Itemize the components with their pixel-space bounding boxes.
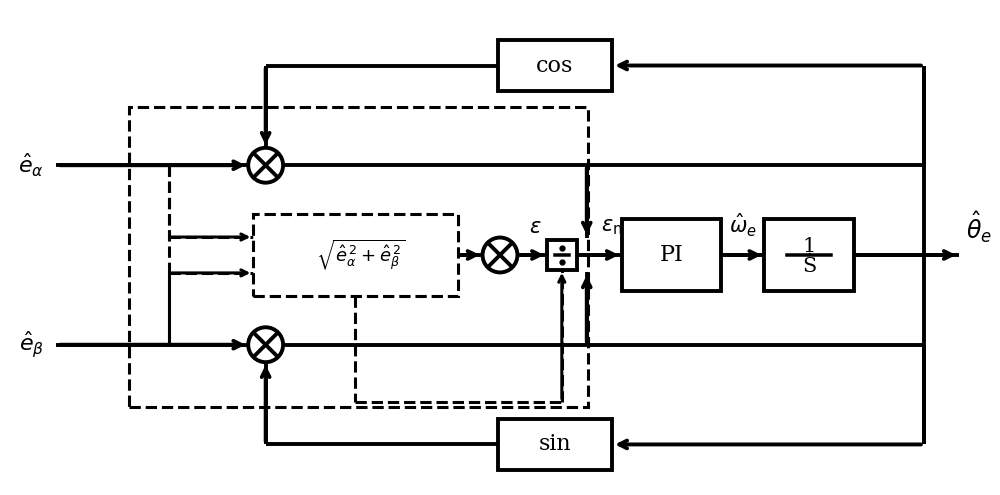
Text: 1: 1 — [802, 237, 816, 255]
Bar — [498, 418, 612, 470]
Text: S: S — [802, 257, 816, 276]
Text: $\mathdefault{\frac{1}{S}}$: $\mathdefault{\frac{1}{S}}$ — [808, 252, 811, 258]
Text: $\varepsilon_{\rm n}$: $\varepsilon_{\rm n}$ — [601, 217, 622, 237]
Text: $\sqrt{\hat{e}_{\alpha}^{\,2}+\hat{e}_{\beta}^{\,2}}$: $\sqrt{\hat{e}_{\alpha}^{\,2}+\hat{e}_{\… — [316, 238, 405, 272]
Bar — [253, 214, 458, 296]
Text: $\hat{\theta}_{e}$: $\hat{\theta}_{e}$ — [966, 209, 992, 245]
Bar — [764, 219, 854, 291]
Text: $\hat{e}_{\alpha}$: $\hat{e}_{\alpha}$ — [18, 151, 44, 179]
Bar — [547, 240, 577, 270]
Text: $\hat{e}_{\beta}$: $\hat{e}_{\beta}$ — [19, 330, 44, 360]
Bar — [129, 107, 588, 406]
Bar — [622, 219, 721, 291]
Text: sin: sin — [539, 434, 571, 455]
Text: $\varepsilon$: $\varepsilon$ — [529, 218, 541, 237]
Text: $\hat{\omega}_{e}$: $\hat{\omega}_{e}$ — [729, 211, 757, 239]
Text: PI: PI — [660, 244, 683, 266]
Bar — [498, 40, 612, 92]
Text: cos: cos — [536, 54, 574, 77]
